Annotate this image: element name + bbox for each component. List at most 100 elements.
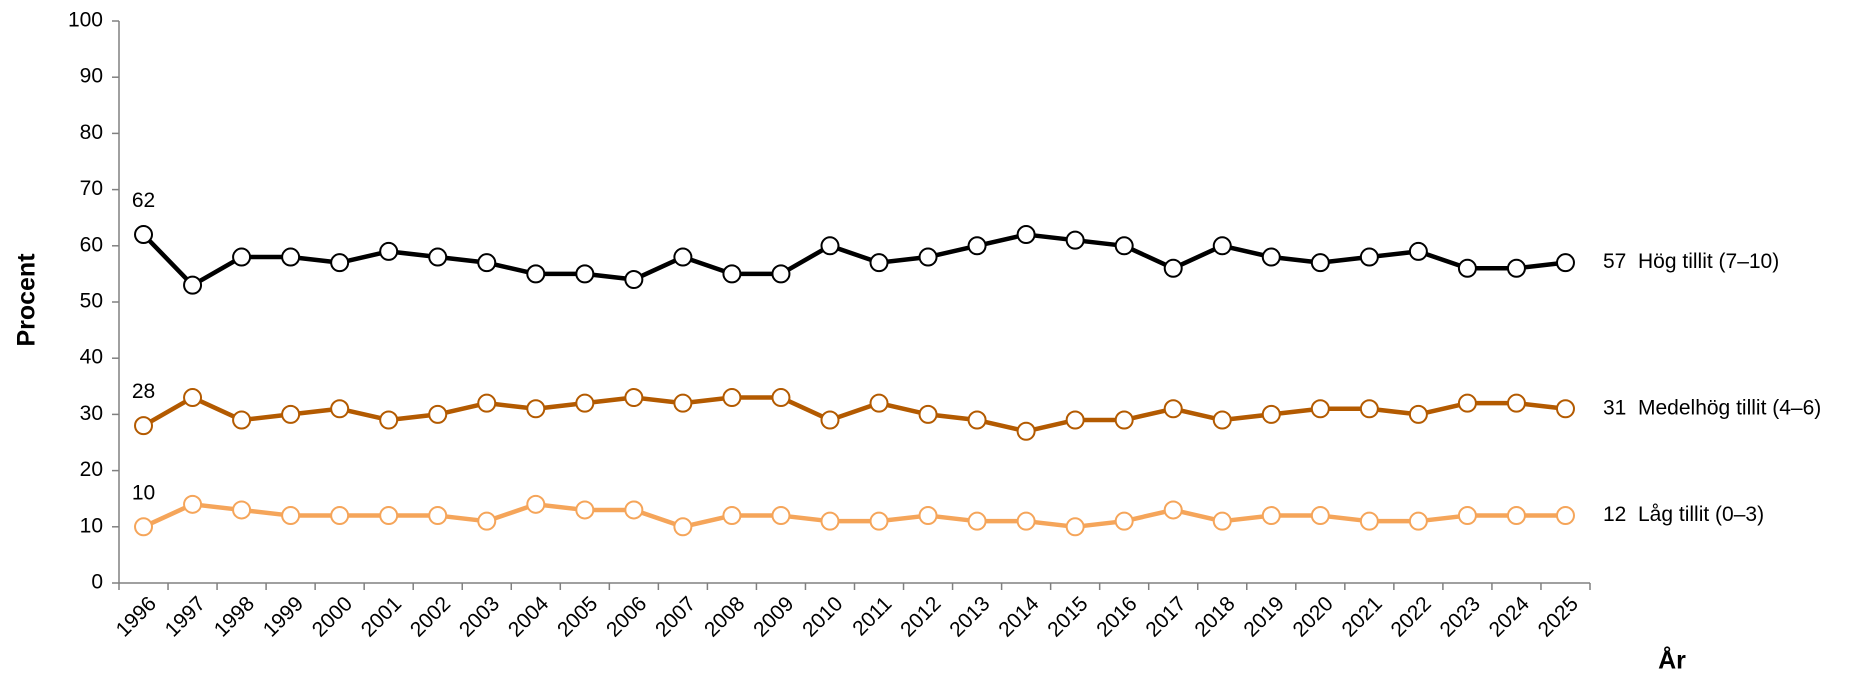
point (281, 404, 301, 424)
point (1555, 399, 1575, 419)
point (1506, 506, 1526, 526)
point (134, 225, 154, 245)
point (967, 410, 987, 430)
point (820, 410, 840, 430)
point (428, 506, 448, 526)
point (1310, 253, 1330, 273)
y-tick-label: 60 (80, 233, 103, 256)
point (869, 511, 889, 531)
point (624, 388, 644, 408)
point (1310, 399, 1330, 419)
point (526, 399, 546, 419)
legend-label: Hög tillit (7–10) (1638, 250, 1779, 273)
y-tick-label: 80 (80, 121, 103, 144)
point (771, 388, 791, 408)
point (281, 506, 301, 526)
point (1359, 511, 1379, 531)
point (1114, 236, 1134, 256)
point (918, 404, 938, 424)
point (918, 506, 938, 526)
y-tick-label: 100 (68, 9, 103, 32)
x-tick-label: 2014 (994, 592, 1044, 642)
point (624, 500, 644, 520)
point (134, 416, 154, 436)
x-axis-label: År (1658, 646, 1686, 675)
point (232, 247, 252, 267)
series-line (141, 232, 1566, 288)
point (1408, 241, 1428, 261)
y-tick-label: 30 (80, 402, 103, 425)
point (1555, 506, 1575, 526)
x-tick-label: 2016 (1092, 592, 1141, 641)
point (1212, 511, 1232, 531)
x-tick-label: 2003 (455, 592, 504, 641)
point (1016, 421, 1036, 441)
x-tick-label: 2007 (651, 592, 700, 641)
point (379, 506, 399, 526)
point (1457, 393, 1477, 413)
point (771, 264, 791, 284)
series-line (142, 395, 1566, 434)
point (1261, 506, 1281, 526)
legend-label: Medelhög tillit (4–6) (1638, 396, 1821, 419)
point (1065, 517, 1085, 537)
x-tick-label: 2006 (602, 592, 651, 641)
legend-label: Låg tillit (0–3) (1638, 503, 1764, 526)
point (281, 247, 301, 267)
point (1163, 399, 1183, 419)
point (183, 275, 203, 295)
point (526, 494, 546, 514)
x-tick-label: 2005 (553, 592, 602, 641)
x-tick-label: 2002 (406, 592, 455, 641)
point (477, 511, 497, 531)
value-label: 28 (132, 380, 155, 403)
point (477, 393, 497, 413)
point (1408, 511, 1428, 531)
point (869, 393, 889, 413)
x-tick-label: 2015 (1043, 592, 1092, 641)
x-tick-label: 2011 (848, 592, 896, 640)
point (428, 247, 448, 267)
point (1212, 410, 1232, 430)
point (1163, 500, 1183, 520)
point (1359, 247, 1379, 267)
point (1408, 404, 1428, 424)
x-tick-label: 2010 (798, 592, 847, 641)
point (771, 506, 791, 526)
y-tick-label: 90 (80, 65, 103, 88)
x-tick-label: 1999 (259, 592, 308, 641)
point (1114, 511, 1134, 531)
y-tick-label: 10 (80, 514, 103, 537)
x-tick-label: 2021 (1338, 592, 1387, 641)
x-tick-label: 2008 (700, 592, 749, 641)
point (1065, 230, 1085, 250)
point (1457, 506, 1477, 526)
point (673, 247, 693, 267)
x-tick-label: 1997 (161, 592, 210, 641)
point (232, 500, 252, 520)
y-tick-label: 50 (80, 290, 103, 313)
point (1457, 258, 1477, 278)
x-tick-label: 2001 (357, 592, 406, 641)
point (1114, 410, 1134, 430)
x-tick-label: 2018 (1190, 592, 1239, 641)
y-tick-label: 40 (80, 346, 103, 369)
point (428, 404, 448, 424)
point (722, 388, 742, 408)
point (673, 517, 693, 537)
point (526, 264, 546, 284)
point (477, 253, 497, 273)
point (918, 247, 938, 267)
value-label: 57 (1603, 250, 1626, 273)
point (722, 264, 742, 284)
point (379, 241, 399, 261)
x-tick-label: 2019 (1239, 592, 1288, 641)
x-tick-label: 2012 (896, 592, 945, 641)
x-tick-label: 2024 (1485, 592, 1535, 642)
x-tick-label: 2023 (1436, 592, 1485, 641)
x-tick-label: 1998 (210, 592, 259, 641)
point (330, 506, 350, 526)
point (1506, 393, 1526, 413)
point (134, 517, 154, 537)
